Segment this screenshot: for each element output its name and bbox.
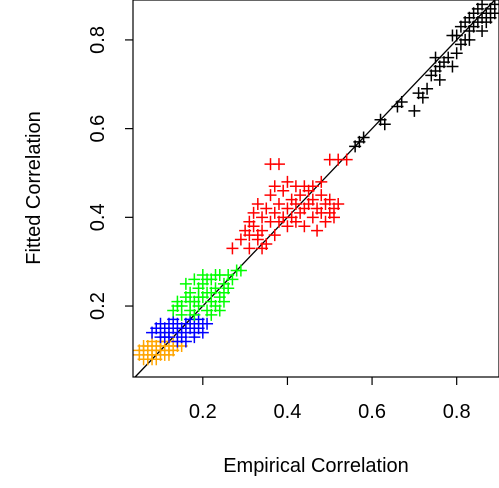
data-point xyxy=(243,242,256,255)
data-point xyxy=(154,331,167,344)
data-point xyxy=(256,242,269,255)
data-point xyxy=(327,211,340,224)
x-axis-label: Empirical Correlation xyxy=(223,455,409,477)
data-point xyxy=(340,153,353,166)
data-point xyxy=(192,291,205,304)
reference-line xyxy=(134,0,496,378)
data-point xyxy=(188,331,201,344)
data-point xyxy=(175,308,188,321)
reference-line-layer xyxy=(134,0,496,378)
data-point xyxy=(196,326,209,339)
data-point xyxy=(217,286,230,299)
data-point xyxy=(201,273,214,286)
series-4 xyxy=(349,0,499,153)
data-point xyxy=(357,131,370,144)
data-point xyxy=(277,184,290,197)
data-point xyxy=(205,308,218,321)
data-point xyxy=(281,175,294,188)
x-tick-label: 0.6 xyxy=(358,401,386,423)
data-point xyxy=(463,33,476,46)
data-point xyxy=(234,233,247,246)
data-point xyxy=(319,215,332,228)
data-point xyxy=(315,175,328,188)
data-point xyxy=(247,206,260,219)
data-point xyxy=(146,353,159,366)
data-point xyxy=(323,193,336,206)
plot-frame xyxy=(132,0,499,378)
data-point xyxy=(395,96,408,109)
data-point xyxy=(476,25,489,38)
points-layer xyxy=(133,0,499,366)
data-point xyxy=(226,242,239,255)
data-point xyxy=(256,224,269,237)
data-point xyxy=(209,268,222,281)
data-point xyxy=(311,224,324,237)
data-point xyxy=(281,202,294,215)
series-3 xyxy=(226,153,353,255)
data-point xyxy=(222,268,235,281)
data-point xyxy=(442,51,455,64)
data-point xyxy=(332,198,345,211)
data-point xyxy=(264,189,277,202)
data-point xyxy=(289,198,302,211)
data-point xyxy=(378,118,391,131)
data-point xyxy=(247,220,260,233)
data-point xyxy=(408,104,421,117)
y-tick-label: 0.2 xyxy=(87,292,109,320)
data-point xyxy=(446,29,459,42)
data-point xyxy=(184,295,197,308)
data-point xyxy=(289,215,302,228)
data-point xyxy=(272,198,285,211)
data-point xyxy=(268,180,281,193)
data-point xyxy=(281,220,294,233)
y-axis: 0.2 0.4 0.6 0.8 xyxy=(87,26,133,320)
data-point xyxy=(213,304,226,317)
data-point xyxy=(294,189,307,202)
data-point xyxy=(256,211,269,224)
data-point xyxy=(243,229,256,242)
y-tick-label: 0.6 xyxy=(87,115,109,143)
data-point xyxy=(272,158,285,171)
x-tick-label: 0.4 xyxy=(274,401,302,423)
data-point xyxy=(416,91,429,104)
y-tick-label: 0.4 xyxy=(87,203,109,231)
data-point xyxy=(205,286,218,299)
data-point xyxy=(260,202,273,215)
series-2 xyxy=(167,264,247,321)
data-point xyxy=(179,335,192,348)
data-point xyxy=(188,273,201,286)
data-point xyxy=(298,202,311,215)
data-point xyxy=(268,229,281,242)
data-point xyxy=(133,344,146,357)
data-point xyxy=(450,47,463,60)
x-axis: 0.2 0.4 0.6 0.8 xyxy=(189,377,471,423)
data-point xyxy=(171,300,184,313)
data-point xyxy=(306,180,319,193)
data-point xyxy=(251,198,264,211)
y-axis-label: Fitted Correlation xyxy=(23,111,45,264)
x-tick-label: 0.8 xyxy=(443,401,471,423)
data-point xyxy=(306,193,319,206)
data-point xyxy=(315,189,328,202)
x-tick-label: 0.2 xyxy=(189,401,217,423)
data-point xyxy=(433,73,446,86)
data-point xyxy=(421,82,434,95)
data-point xyxy=(162,348,175,361)
data-point xyxy=(446,60,459,73)
y-tick-label: 0.8 xyxy=(87,26,109,54)
data-point xyxy=(306,211,319,224)
data-point xyxy=(201,317,214,330)
data-point xyxy=(429,51,442,64)
data-point xyxy=(251,233,264,246)
data-point xyxy=(154,344,167,357)
data-point xyxy=(234,264,247,277)
data-point xyxy=(298,220,311,233)
data-point xyxy=(179,277,192,290)
data-point xyxy=(268,206,281,219)
data-point xyxy=(188,308,201,321)
